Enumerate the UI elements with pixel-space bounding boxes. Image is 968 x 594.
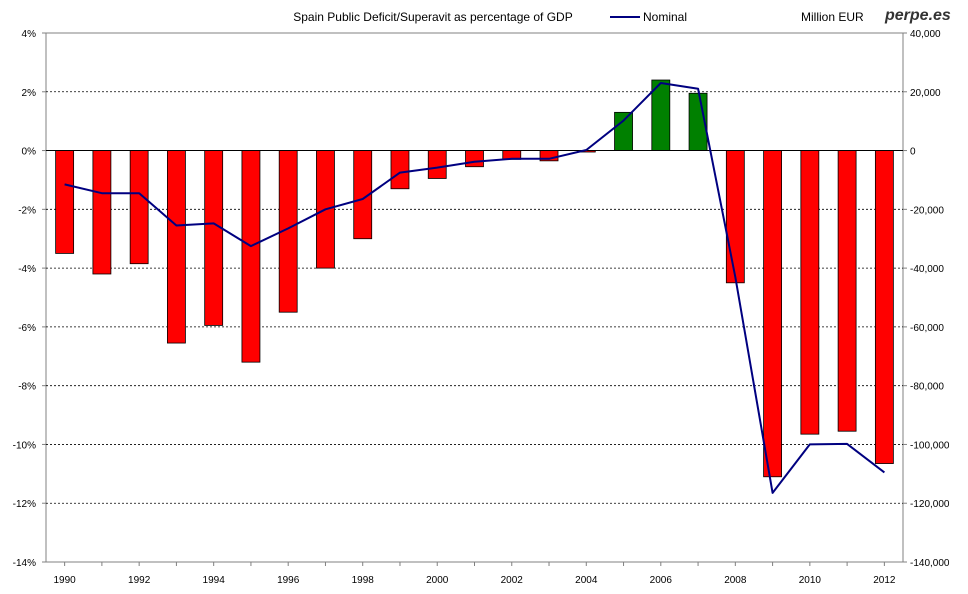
bar-2008 xyxy=(725,150,745,284)
deficit-bars xyxy=(55,79,894,478)
bar-1994 xyxy=(204,150,224,326)
right-tick-label: -20,000 xyxy=(910,205,944,216)
left-tick-label: 2% xyxy=(22,88,37,99)
bar-1995 xyxy=(241,150,261,363)
left-tick-label: -8% xyxy=(18,382,36,393)
right-tick-label: -140,000 xyxy=(910,558,950,569)
x-tick-label: 1998 xyxy=(352,575,375,586)
nominal-line-layer xyxy=(64,82,886,494)
left-axis-ticks: 4% 2% 0% -2% -4% -6% -8% -10% -12% -14% xyxy=(13,29,46,569)
right-axis-ticks: 40,000 20,000 0 -20,000 -40,000 -60,000 -80,00… xyxy=(903,29,950,569)
x-tick-label: 2012 xyxy=(873,575,896,586)
x-tick-label: 2008 xyxy=(724,575,747,586)
x-tick-label: 2004 xyxy=(575,575,598,586)
x-axis-ticks: 1990 1992 1994 1996 1998 2000 2002 2004 2006 2008… xyxy=(54,562,896,586)
bar-2011 xyxy=(837,150,857,432)
nominal-line xyxy=(64,82,886,494)
left-tick-label: -14% xyxy=(13,558,36,569)
bar-1990 xyxy=(55,150,75,254)
x-tick-label: 2002 xyxy=(501,575,524,586)
x-tick-label: 1996 xyxy=(277,575,300,586)
bar-2009 xyxy=(763,150,782,478)
bar-2001 xyxy=(465,150,484,168)
bar-1999 xyxy=(390,150,410,190)
right-tick-label: -80,000 xyxy=(910,382,944,393)
brand-watermark: perpe.es xyxy=(884,7,951,24)
legend-label-nominal: Nominal xyxy=(643,10,687,24)
bar-2005 xyxy=(614,111,633,151)
right-tick-label: -40,000 xyxy=(910,264,944,275)
right-tick-label: -100,000 xyxy=(910,440,950,451)
left-tick-label: -2% xyxy=(18,205,36,216)
x-tick-label: 2006 xyxy=(650,575,673,586)
bar-1993 xyxy=(167,150,186,344)
right-tick-label: 20,000 xyxy=(910,88,941,99)
right-tick-label: 40,000 xyxy=(910,29,941,40)
x-tick-label: 1994 xyxy=(203,575,226,586)
bar-2012 xyxy=(874,150,894,464)
right-tick-label: 0 xyxy=(910,147,916,158)
left-tick-label: -10% xyxy=(13,440,36,451)
bar-1992 xyxy=(129,150,149,265)
plot-area xyxy=(45,32,904,563)
right-axis-unit-label: Million EUR xyxy=(801,10,864,24)
left-tick-label: 4% xyxy=(22,29,37,40)
bar-2000 xyxy=(427,150,447,179)
bar-1991 xyxy=(92,150,112,275)
x-tick-label: 2010 xyxy=(799,575,822,586)
bar-2010 xyxy=(800,150,820,435)
left-tick-label: -12% xyxy=(13,499,36,510)
right-tick-label: -60,000 xyxy=(910,323,944,334)
x-tick-label: 1992 xyxy=(128,575,151,586)
left-tick-label: 0% xyxy=(22,147,37,158)
x-tick-label: 2000 xyxy=(426,575,449,586)
chart-title: Spain Public Deficit/Superavit as percen… xyxy=(293,10,572,24)
left-tick-label: -6% xyxy=(18,323,36,334)
gridlines xyxy=(46,91,903,504)
x-tick-label: 1990 xyxy=(54,575,77,586)
right-tick-label: -120,000 xyxy=(910,499,950,510)
left-tick-label: -4% xyxy=(18,264,36,275)
